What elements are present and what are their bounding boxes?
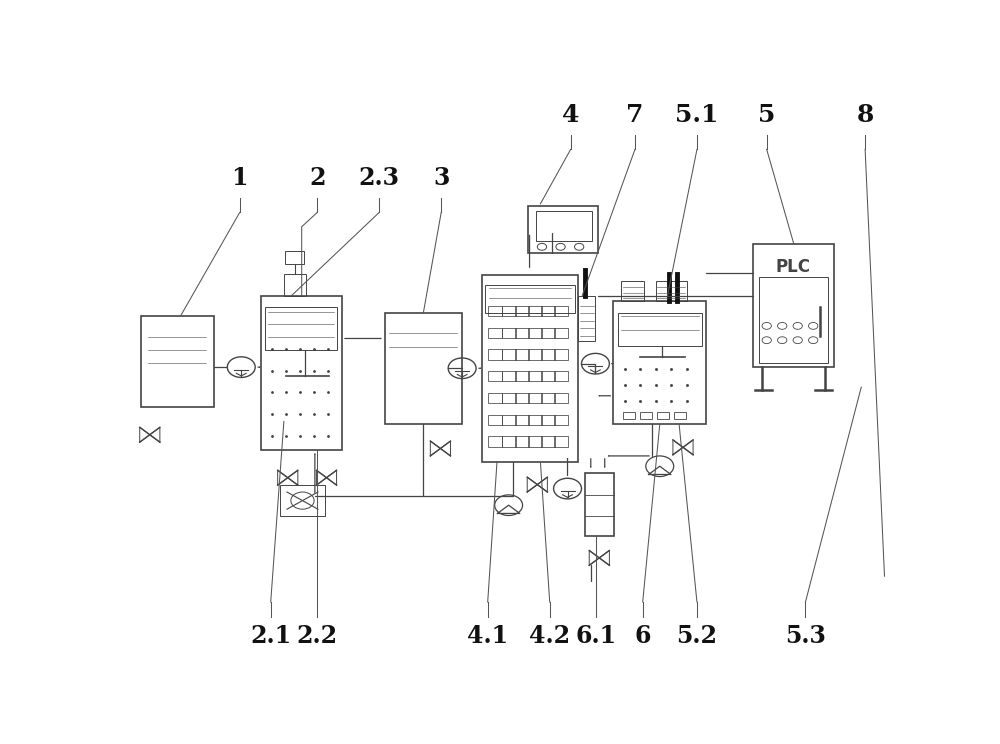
Bar [541,327,555,338]
Bar [502,437,516,446]
Bar [502,414,516,425]
Bar [482,275,578,461]
Bar [623,412,635,419]
Bar [640,412,652,419]
Bar [502,371,516,382]
Text: 6.1: 6.1 [576,624,617,648]
Text: 4: 4 [562,103,579,127]
Bar [536,211,592,241]
Bar [759,277,828,362]
Bar [541,437,555,446]
Bar [613,301,706,424]
Bar [554,371,568,382]
Text: 4.2: 4.2 [529,624,570,648]
Bar [554,327,568,338]
Text: 1: 1 [231,166,248,190]
Bar [515,437,529,446]
Bar [265,307,337,350]
Text: 5.1: 5.1 [675,103,719,127]
Text: 3: 3 [433,166,449,190]
Bar [753,244,834,367]
Bar [515,306,529,316]
Bar [541,371,555,382]
Bar [554,306,568,316]
Bar [541,414,555,425]
Bar [488,437,502,446]
Bar [261,295,342,450]
Bar [541,393,555,403]
Bar [488,414,502,425]
Text: 5.3: 5.3 [785,624,826,648]
Bar [488,350,502,359]
Bar [656,281,687,301]
Bar [578,295,595,341]
Text: 2.1: 2.1 [250,624,291,648]
Bar [585,473,614,536]
Bar [515,393,529,403]
Bar [528,437,542,446]
Bar [657,412,669,419]
Text: 2: 2 [309,166,325,190]
Bar [528,205,598,252]
Text: 2.3: 2.3 [359,166,400,190]
Bar [515,350,529,359]
Bar [674,412,686,419]
Text: 4.1: 4.1 [467,624,508,648]
Bar [618,312,702,346]
Bar [528,327,542,338]
Bar [528,393,542,403]
Bar [528,414,542,425]
Bar [515,371,529,382]
Bar [528,350,542,359]
Bar [485,285,574,312]
Bar [554,393,568,403]
Bar [554,437,568,446]
Bar [385,312,462,424]
Bar [140,315,214,407]
Text: 6: 6 [634,624,651,648]
Text: 7: 7 [626,103,644,127]
Text: 2.2: 2.2 [297,624,338,648]
Bar [488,371,502,382]
Bar [502,327,516,338]
Bar [541,306,555,316]
Text: 5.2: 5.2 [676,624,717,648]
Bar [528,371,542,382]
Text: 8: 8 [856,103,874,127]
Bar [528,306,542,316]
Bar [488,393,502,403]
Bar [515,414,529,425]
Bar [502,350,516,359]
Bar [554,414,568,425]
Bar [488,327,502,338]
Text: 5: 5 [758,103,775,127]
Bar [285,251,304,264]
Bar [621,281,644,301]
Bar [502,393,516,403]
Bar [502,306,516,316]
Bar [554,350,568,359]
Bar [488,306,502,316]
Bar [280,484,325,516]
Text: PLC: PLC [776,258,811,276]
Bar [515,327,529,338]
Bar [284,274,306,295]
Bar [541,350,555,359]
